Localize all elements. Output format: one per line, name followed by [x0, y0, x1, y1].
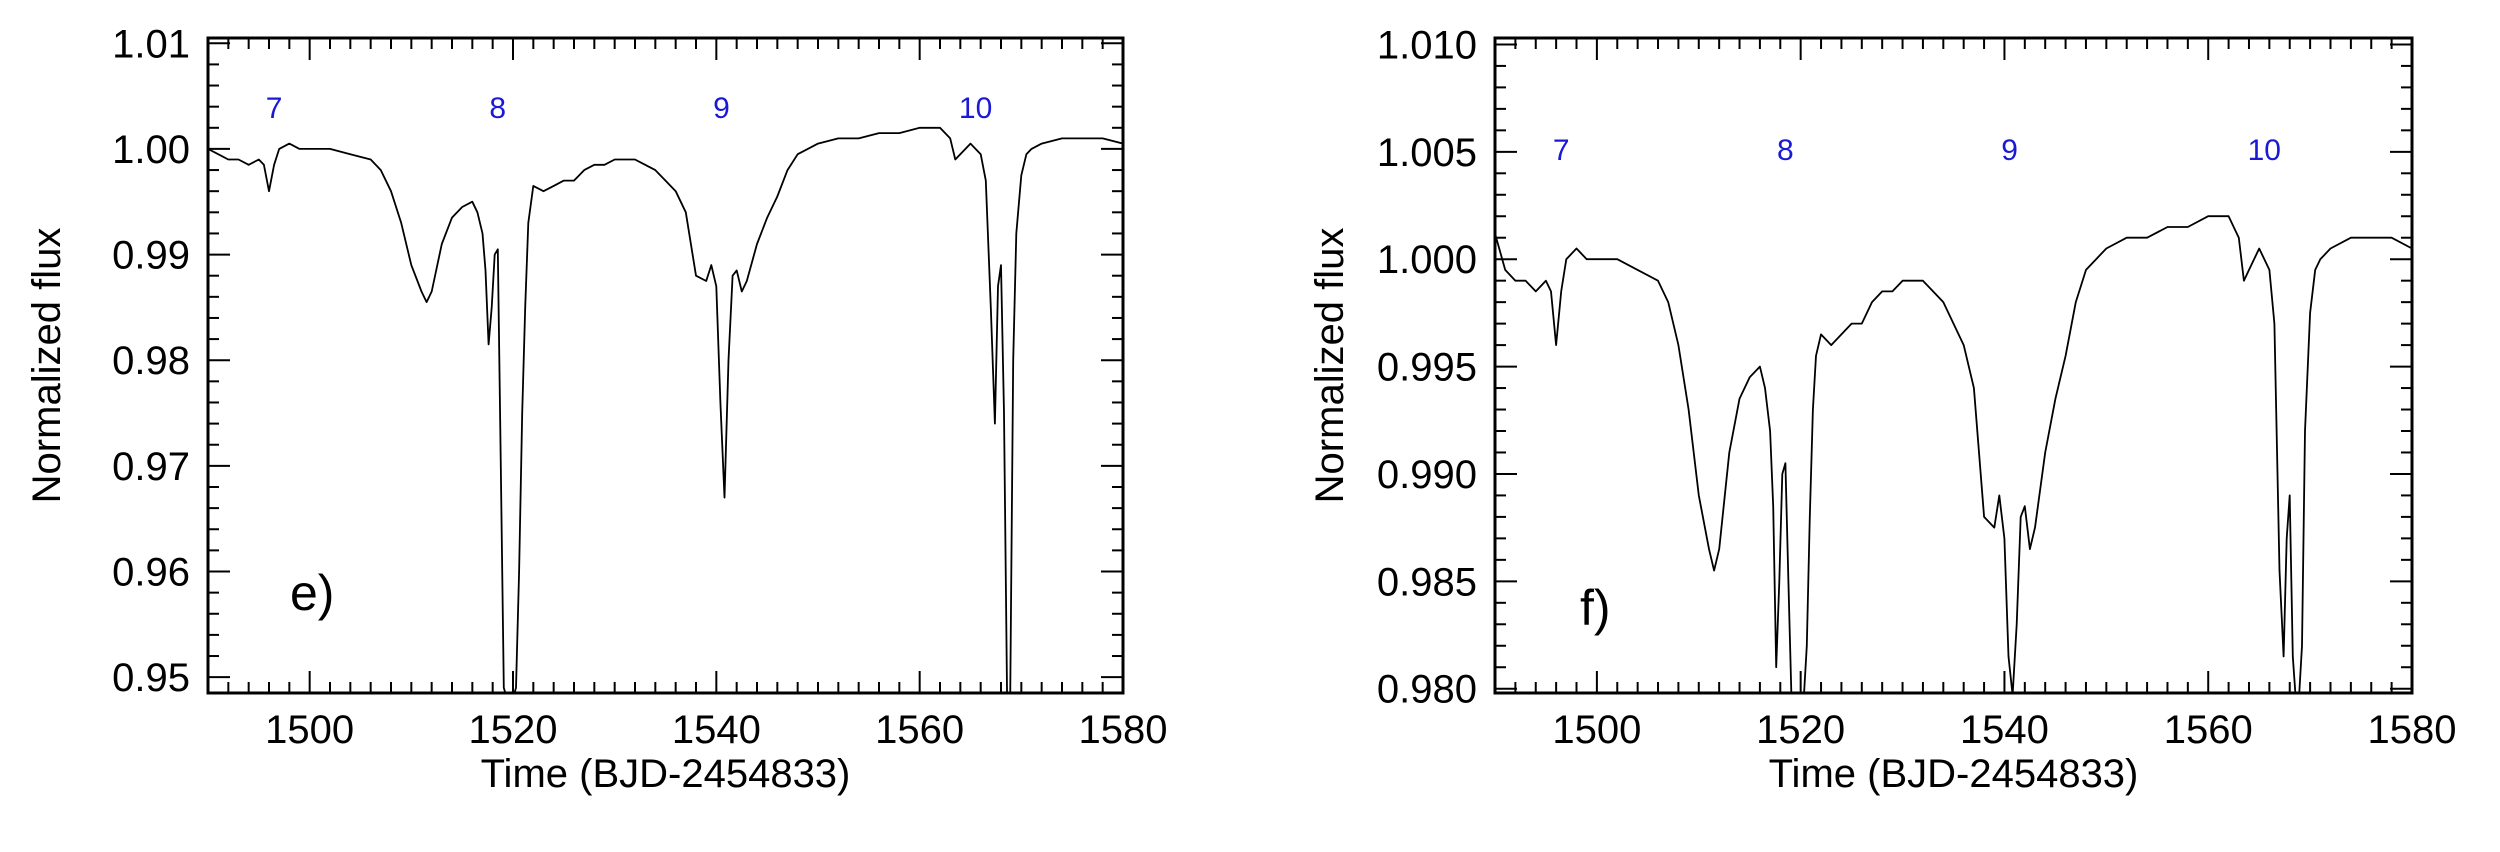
plot-frame	[206, 36, 1125, 695]
event-label: 10	[959, 92, 992, 125]
chart-panel-0: 1500 1520 1540 1560 1580 0.95 0.96 0.97 0.98 0.99…	[25, 22, 1167, 796]
y-tick-label: 1.01	[112, 22, 190, 66]
y-tick-label: 0.995	[1377, 346, 1477, 390]
x-tick-label: 1520	[469, 708, 558, 752]
event-label: 9	[2001, 134, 2018, 167]
y-axis-title: Normalized flux	[25, 228, 69, 504]
y-tick-label: 0.99	[112, 234, 190, 278]
event-label: 10	[2248, 134, 2281, 167]
event-label: 7	[266, 92, 283, 125]
y-tick-label: 0.990	[1377, 453, 1477, 497]
x-tick-label: 1500	[265, 708, 354, 752]
y-tick-label: 1.000	[1377, 238, 1477, 282]
x-axis-title: Time (BJD-2454833)	[481, 752, 851, 796]
event-label: 8	[1777, 134, 1794, 167]
y-tick-label: 1.005	[1377, 131, 1477, 175]
x-tick-label: 1500	[1552, 708, 1641, 752]
y-tick-label: 0.96	[112, 551, 190, 595]
y-tick-label: 0.98	[112, 339, 190, 383]
chart-panel-1: 1500 1520 1540 1560 1580 0.980 0.985 0.990 0.995…	[1308, 23, 2456, 796]
flux-series-line	[208, 126, 1123, 693]
x-tick-label: 1580	[1079, 708, 1168, 752]
event-label: 8	[489, 92, 506, 125]
y-tick-label: 1.00	[112, 128, 190, 172]
y-tick-label: 0.95	[112, 656, 190, 700]
x-tick-label: 1560	[2164, 708, 2253, 752]
y-tick-label: 1.010	[1377, 23, 1477, 67]
y-tick-label: 0.985	[1377, 560, 1477, 604]
y-axis-title: Normalized flux	[1308, 228, 1352, 504]
x-tick-label: 1540	[1960, 708, 2049, 752]
y-tick-label: 0.97	[112, 445, 190, 489]
x-tick-label: 1580	[2368, 708, 2457, 752]
panel-label: f)	[1580, 580, 1611, 636]
x-tick-label: 1560	[875, 708, 964, 752]
event-label: 7	[1553, 134, 1570, 167]
plot-frame	[1493, 36, 2414, 695]
y-tick-label: 0.980	[1377, 668, 1477, 712]
event-label: 9	[713, 92, 730, 125]
x-tick-label: 1520	[1756, 708, 1845, 752]
x-tick-label: 1540	[672, 708, 761, 752]
x-axis-title: Time (BJD-2454833)	[1769, 752, 2139, 796]
flux-series-line	[1495, 215, 2412, 693]
panel-label: e)	[290, 565, 334, 621]
